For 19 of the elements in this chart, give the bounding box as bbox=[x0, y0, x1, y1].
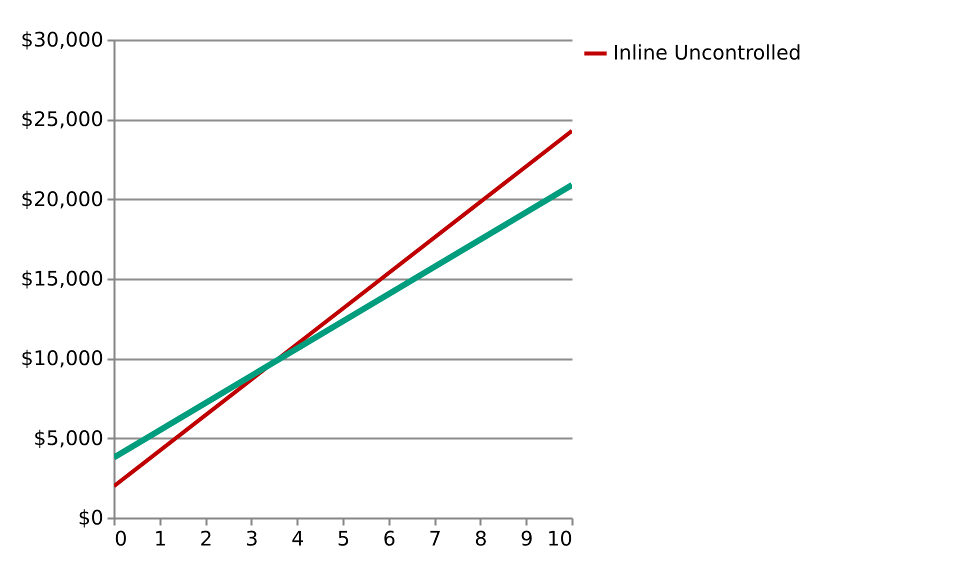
y-tick-label: $30,000 bbox=[20, 28, 104, 52]
y-tick-label: $15,000 bbox=[20, 266, 104, 290]
x-tick-label: 3 bbox=[246, 526, 258, 550]
x-tick-label: 7 bbox=[428, 526, 442, 550]
y-tick-label: $10,000 bbox=[20, 346, 104, 370]
legend-label: Inline Uncontrolled bbox=[613, 40, 802, 64]
y-tick-label: $25,000 bbox=[20, 107, 104, 132]
x-tick-label: 10 bbox=[547, 526, 572, 550]
y-tick-label: $5,000 bbox=[34, 426, 104, 450]
x-tick-label: 8 bbox=[474, 526, 488, 550]
x-tick-label: 5 bbox=[337, 526, 350, 550]
y-tick-label: $20,000 bbox=[20, 186, 104, 211]
x-tick-label: 6 bbox=[382, 526, 396, 550]
x-tick-label: 9 bbox=[520, 526, 534, 550]
x-tick-label: 4 bbox=[291, 526, 304, 550]
x-tick-label: 0 bbox=[114, 526, 128, 550]
x-tick-label: 1 bbox=[154, 526, 167, 550]
y-tick-label: $0 bbox=[78, 506, 104, 530]
x-tick-label: 2 bbox=[200, 526, 212, 550]
